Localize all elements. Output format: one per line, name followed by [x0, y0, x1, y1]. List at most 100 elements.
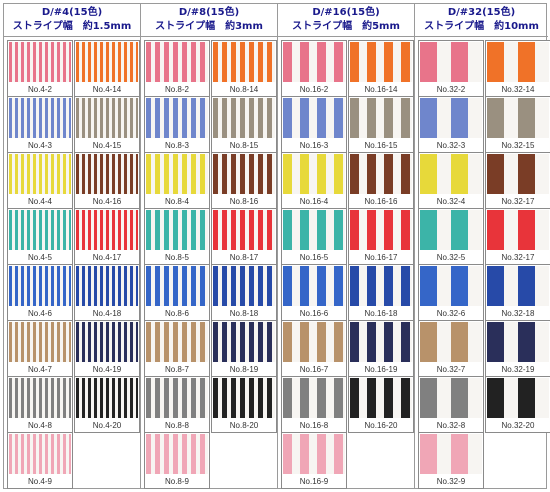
swatch-label: No.4-20: [92, 421, 122, 430]
stripe-swatch: [9, 98, 71, 138]
swatch-card[interactable]: No.16-14: [348, 40, 414, 97]
swatch-card[interactable]: No.4-14: [74, 40, 140, 97]
swatch-label: No.8-8: [164, 421, 189, 430]
swatch-card[interactable]: No.8-16: [211, 152, 277, 209]
swatch-card[interactable]: No.4-6: [7, 264, 73, 321]
swatch-card[interactable]: No.32-5: [418, 208, 484, 265]
swatch-card[interactable]: No.8-19: [211, 320, 277, 377]
swatch-card[interactable]: No.16-18: [348, 264, 414, 321]
swatch-card[interactable]: No.8-17: [211, 208, 277, 265]
swatch-card[interactable]: No.4-4: [7, 152, 73, 209]
stripe-swatch: [283, 98, 345, 138]
swatch-card[interactable]: No.4-18: [74, 264, 140, 321]
swatch-card[interactable]: No.32-3: [418, 96, 484, 153]
stripe-swatch: [420, 154, 482, 194]
stripe-swatch: [350, 154, 412, 194]
swatch-card[interactable]: No.32-18: [485, 264, 550, 321]
swatch-label: No.16-18: [364, 309, 398, 318]
swatch-card[interactable]: No.8-6: [144, 264, 210, 321]
swatch-card[interactable]: No.32-17: [485, 152, 550, 209]
swatch-card[interactable]: No.8-20: [211, 376, 277, 433]
swatch-label: No.8-4: [164, 197, 189, 206]
swatch-label: No.4-8: [27, 421, 52, 430]
swatch-label: No.32-5: [436, 253, 466, 262]
swatch-card[interactable]: No.16-15: [348, 96, 414, 153]
stripe-swatch: [283, 378, 345, 418]
swatch-card[interactable]: No.32-7: [418, 320, 484, 377]
swatch-label: No.16-5: [299, 253, 329, 262]
stripe-swatch: [76, 42, 138, 82]
swatch-card[interactable]: No.4-2: [7, 40, 73, 97]
swatch-label: No.4-14: [92, 85, 122, 94]
swatch-card[interactable]: No.8-2: [144, 40, 210, 97]
swatch-card[interactable]: No.32-20: [485, 376, 550, 433]
swatch-card[interactable]: No.16-4: [281, 152, 347, 209]
swatch-label: No.32-19: [501, 365, 535, 374]
swatch-card[interactable]: No.4-15: [74, 96, 140, 153]
stripe-swatch: [9, 266, 71, 306]
swatch-card[interactable]: No.32-2: [418, 40, 484, 97]
swatch-card[interactable]: No.4-5: [7, 208, 73, 265]
stripe-swatch: [283, 322, 345, 362]
swatch-card[interactable]: No.16-17: [348, 208, 414, 265]
swatch-card[interactable]: No.16-9: [281, 432, 347, 489]
column-header: D/#4(15色) ストライプ幅 約1.5mm: [4, 4, 140, 37]
column-subtitle: ストライプ幅 約10mm: [424, 21, 539, 32]
swatch-label: No.8-20: [229, 421, 259, 430]
stripe-swatch: [146, 322, 208, 362]
stripe-swatch: [146, 266, 208, 306]
swatch-label: No.4-5: [27, 253, 52, 262]
swatch-label: No.8-3: [164, 141, 189, 150]
swatch-card[interactable]: No.32-9: [418, 432, 484, 489]
swatch-card[interactable]: No.16-20: [348, 376, 414, 433]
swatch-card[interactable]: No.16-8: [281, 376, 347, 433]
swatch-card[interactable]: No.16-5: [281, 208, 347, 265]
swatch-card[interactable]: No.8-18: [211, 264, 277, 321]
swatch-card[interactable]: No.32-4: [418, 152, 484, 209]
swatch-label: No.32-18: [501, 309, 535, 318]
swatch-label: No.8-2: [164, 85, 189, 94]
stripe-swatch: [283, 434, 345, 474]
swatch-card[interactable]: No.16-16: [348, 152, 414, 209]
swatch-card[interactable]: No.4-8: [7, 376, 73, 433]
stripe-swatch: [350, 266, 412, 306]
swatch-label: No.4-2: [27, 85, 52, 94]
swatch-card[interactable]: No.8-15: [211, 96, 277, 153]
swatch-card[interactable]: No.4-20: [74, 376, 140, 433]
stripe-swatch: [420, 322, 482, 362]
swatch-card[interactable]: No.4-9: [7, 432, 73, 489]
swatch-card[interactable]: No.16-19: [348, 320, 414, 377]
swatch-card[interactable]: No.16-7: [281, 320, 347, 377]
swatch-card[interactable]: No.4-17: [74, 208, 140, 265]
swatch-card[interactable]: No.8-9: [144, 432, 210, 489]
swatch-card[interactable]: No.4-7: [7, 320, 73, 377]
swatch-card[interactable]: No.8-8: [144, 376, 210, 433]
swatch-label: No.4-9: [27, 477, 52, 486]
swatch-card[interactable]: No.32-15: [485, 96, 550, 153]
swatch-label: No.16-20: [364, 421, 398, 430]
stripe-swatch: [213, 378, 275, 418]
swatch-card[interactable]: No.4-16: [74, 152, 140, 209]
swatch-card[interactable]: No.32-8: [418, 376, 484, 433]
swatch-card[interactable]: No.32-19: [485, 320, 550, 377]
swatch-label: No.16-17: [364, 253, 398, 262]
swatch-card[interactable]: No.32-6: [418, 264, 484, 321]
swatch-card[interactable]: No.8-14: [211, 40, 277, 97]
swatch-label: No.8-19: [229, 365, 259, 374]
stripe-swatch: [146, 434, 208, 474]
swatch-card[interactable]: No.16-3: [281, 96, 347, 153]
swatch-card[interactable]: No.4-19: [74, 320, 140, 377]
swatch-card[interactable]: No.4-3: [7, 96, 73, 153]
swatch-card[interactable]: No.8-3: [144, 96, 210, 153]
swatch-card[interactable]: No.8-7: [144, 320, 210, 377]
swatch-card[interactable]: No.8-5: [144, 208, 210, 265]
swatch-card[interactable]: No.8-4: [144, 152, 210, 209]
swatch-label: No.8-7: [164, 365, 189, 374]
swatch-card[interactable]: No.16-2: [281, 40, 347, 97]
swatch-label: No.16-16: [364, 197, 398, 206]
swatch-card[interactable]: No.16-6: [281, 264, 347, 321]
stripe-swatch: [283, 154, 345, 194]
swatch-card[interactable]: No.32-14: [485, 40, 550, 97]
swatch-label: No.16-6: [299, 309, 329, 318]
swatch-card[interactable]: No.32-17: [485, 208, 550, 265]
